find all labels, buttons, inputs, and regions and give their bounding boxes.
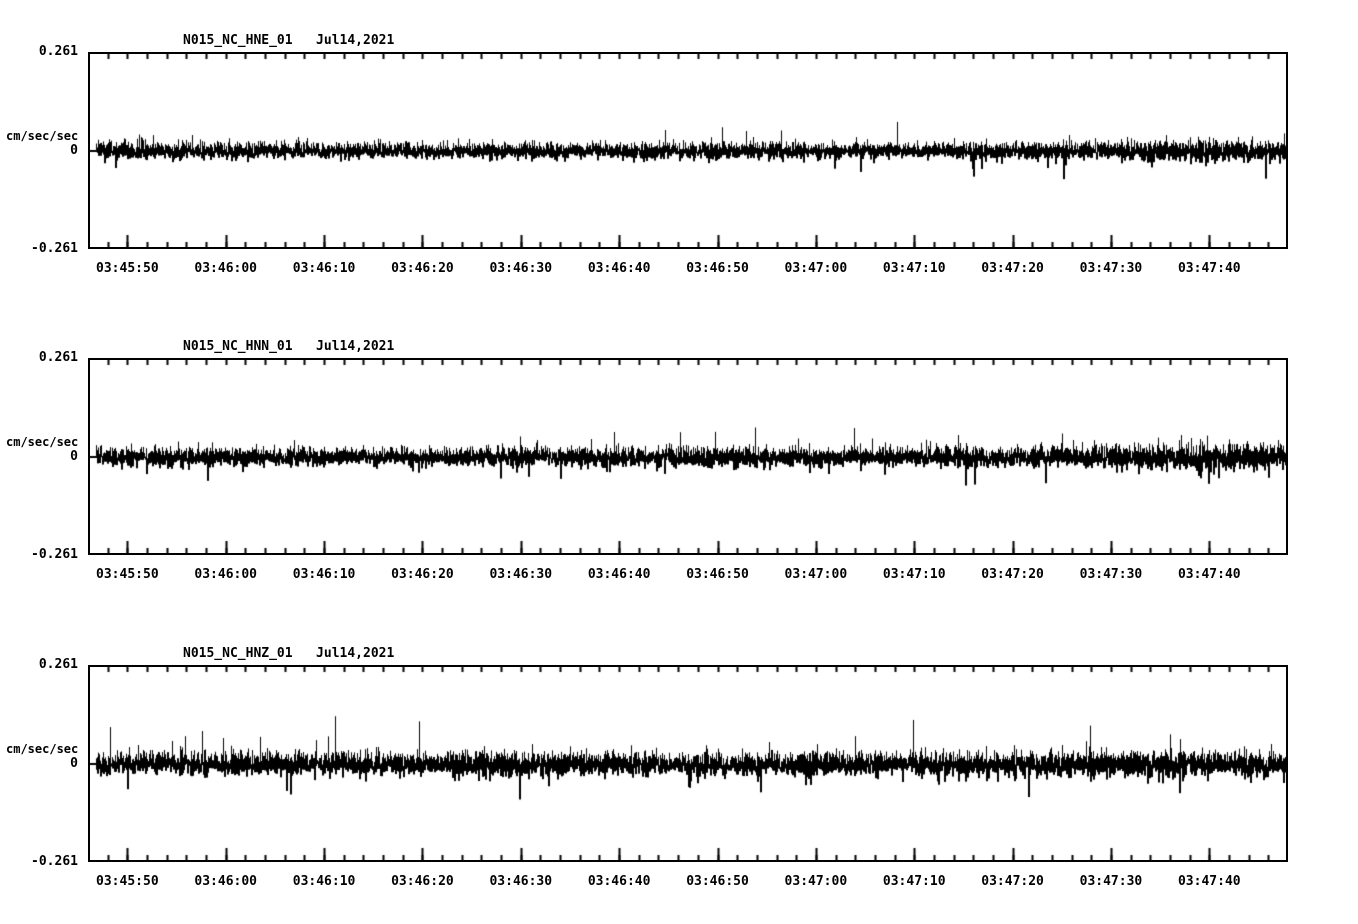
x-tick-label-hnn-1: 03:46:00	[194, 567, 258, 582]
x-tick-label-hnz-10: 03:47:30	[1079, 874, 1143, 889]
x-tick-label-hnz-8: 03:47:10	[882, 874, 946, 889]
x-tick-label-hnn-0: 03:45:50	[96, 567, 159, 582]
x-tick-label-hnz-1: 03:46:00	[194, 874, 258, 889]
y-tick-label-hnz-1: 0	[70, 755, 78, 771]
x-tick-label-hnn-2: 03:46:10	[292, 567, 356, 582]
waveform-trace-hne	[88, 52, 1288, 249]
waveform-trace-hnn	[88, 358, 1288, 555]
x-tick-label-hne-5: 03:46:40	[587, 261, 651, 276]
x-tick-label-hne-4: 03:46:30	[489, 261, 553, 276]
x-tick-label-hnn-7: 03:47:00	[784, 567, 848, 582]
x-tick-label-hnn-11: 03:47:40	[1177, 567, 1241, 582]
y-tick-label-hne-1: 0	[70, 142, 78, 158]
x-tick-label-hnn-6: 03:46:50	[686, 567, 749, 582]
x-tick-label-hne-6: 03:46:50	[686, 261, 749, 276]
x-tick-label-hnz-9: 03:47:20	[981, 874, 1044, 889]
y-tick-label-hnn-1: 0	[70, 448, 78, 464]
x-tick-label-hne-10: 03:47:30	[1079, 261, 1143, 276]
x-tick-label-hne-1: 03:46:00	[194, 261, 258, 276]
y-axis-label-hnn: cm/sec/sec	[6, 434, 79, 449]
panel-title-hnn: N015_NC_HNN_01 Jul14,2021	[183, 339, 395, 354]
x-tick-label-hnz-2: 03:46:10	[292, 874, 356, 889]
x-tick-label-hnn-10: 03:47:30	[1079, 567, 1143, 582]
x-tick-label-hne-9: 03:47:20	[981, 261, 1044, 276]
x-tick-label-hnz-5: 03:46:40	[587, 874, 651, 889]
y-tick-label-hnn-2: -0.261	[31, 547, 78, 562]
y-tick-label-hnz-0: 0.261	[38, 657, 78, 672]
panel-title-hnz: N015_NC_HNZ_01 Jul14,2021	[183, 646, 395, 661]
x-tick-label-hnn-3: 03:46:20	[391, 567, 454, 582]
x-tick-label-hnn-5: 03:46:40	[587, 567, 651, 582]
waveform-trace-hnz	[88, 665, 1288, 862]
y-tick-label-hne-2: -0.261	[31, 241, 78, 256]
x-tick-label-hne-0: 03:45:50	[96, 261, 159, 276]
x-tick-label-hne-2: 03:46:10	[292, 261, 356, 276]
x-tick-label-hnz-7: 03:47:00	[784, 874, 848, 889]
x-tick-label-hne-3: 03:46:20	[391, 261, 454, 276]
panel-title-hne: N015_NC_HNE_01 Jul14,2021	[183, 33, 395, 48]
x-tick-label-hne-11: 03:47:40	[1177, 261, 1241, 276]
x-tick-label-hne-7: 03:47:00	[784, 261, 848, 276]
x-tick-label-hnz-4: 03:46:30	[489, 874, 553, 889]
y-axis-label-hnz: cm/sec/sec	[6, 741, 79, 756]
x-tick-label-hnz-3: 03:46:20	[391, 874, 454, 889]
y-tick-label-hnn-0: 0.261	[38, 350, 78, 365]
x-tick-label-hnz-0: 03:45:50	[96, 874, 159, 889]
x-tick-label-hne-8: 03:47:10	[882, 261, 946, 276]
x-tick-label-hnz-11: 03:47:40	[1177, 874, 1241, 889]
x-tick-label-hnn-8: 03:47:10	[882, 567, 946, 582]
x-tick-label-hnn-9: 03:47:20	[981, 567, 1044, 582]
x-tick-label-hnn-4: 03:46:30	[489, 567, 553, 582]
y-axis-label-hne: cm/sec/sec	[6, 128, 79, 143]
x-tick-label-hnz-6: 03:46:50	[686, 874, 749, 889]
y-tick-label-hne-0: 0.261	[38, 44, 78, 59]
y-tick-label-hnz-2: -0.261	[31, 854, 78, 869]
